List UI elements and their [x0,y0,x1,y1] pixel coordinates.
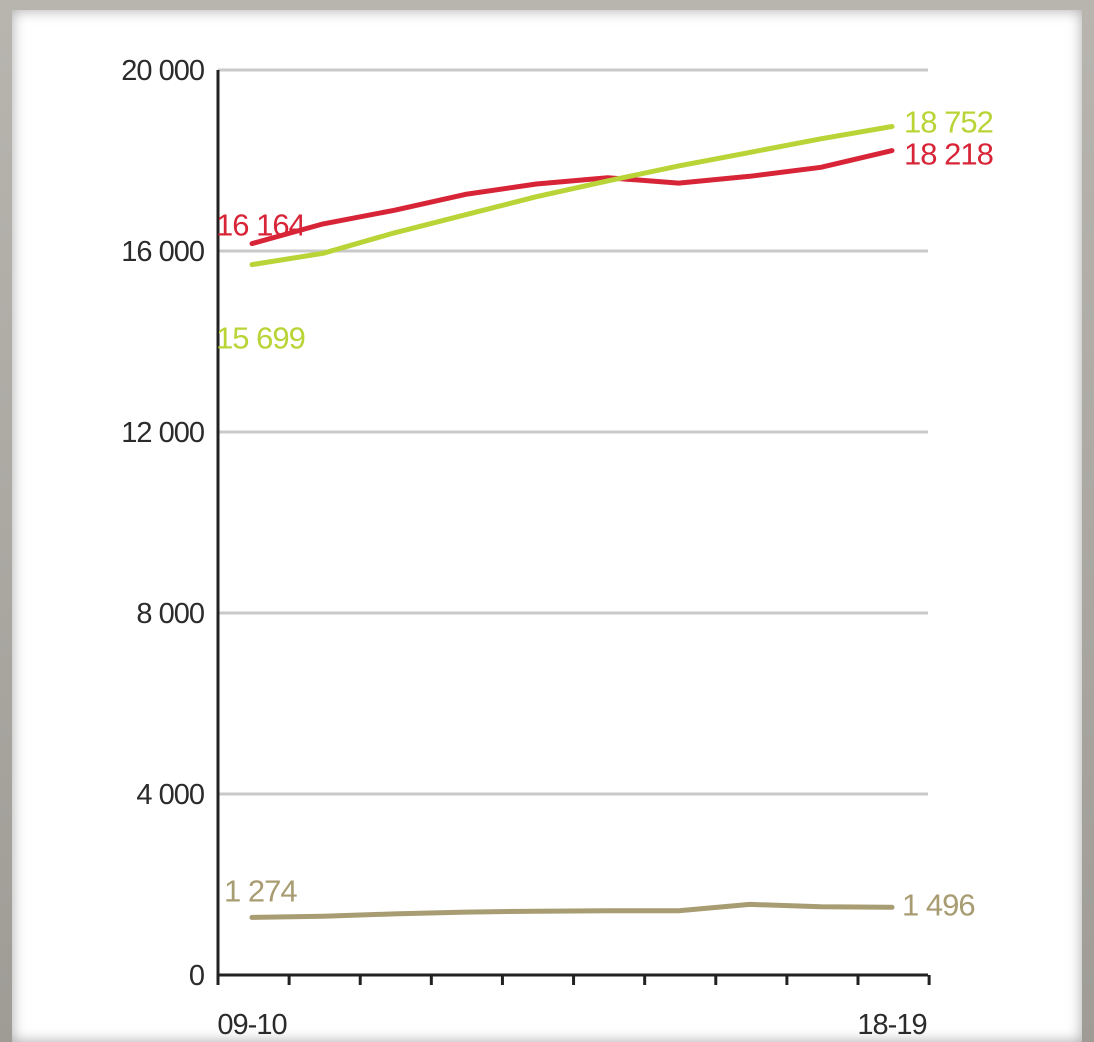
data-labels: 16 164 18 218 15 699 18 752 1 274 1 496 [216,104,994,922]
y-tick-label: 20 000 [121,55,204,87]
data-label-start-1: 16 164 [216,208,306,243]
series-line-1 [249,148,895,247]
x-ticks: 09-10 18-19 [216,975,931,1041]
y-tick-label: 4 000 [136,779,204,811]
x-tick-label: 09-10 [217,1009,286,1041]
y-tick-label: 16 000 [121,236,204,268]
data-label-end-2: 18 752 [904,104,993,139]
data-label-start-3: 1 274 [224,873,297,908]
series-line-3 [249,901,895,920]
y-tick-label: 12 000 [121,417,204,449]
series-lines [249,124,895,920]
axes [216,70,928,977]
x-tick-label: 18-19 [857,1009,926,1041]
y-tick-label: 0 [189,960,204,992]
data-label-start-2: 15 699 [216,321,305,356]
data-label-end-3: 1 496 [902,887,975,922]
data-label-end-1: 18 218 [904,137,993,172]
series-line-2 [249,124,895,268]
y-tick-labels: 0 4 000 8 000 12 000 16 000 20 000 [121,55,205,992]
y-tick-label: 8 000 [136,598,204,630]
